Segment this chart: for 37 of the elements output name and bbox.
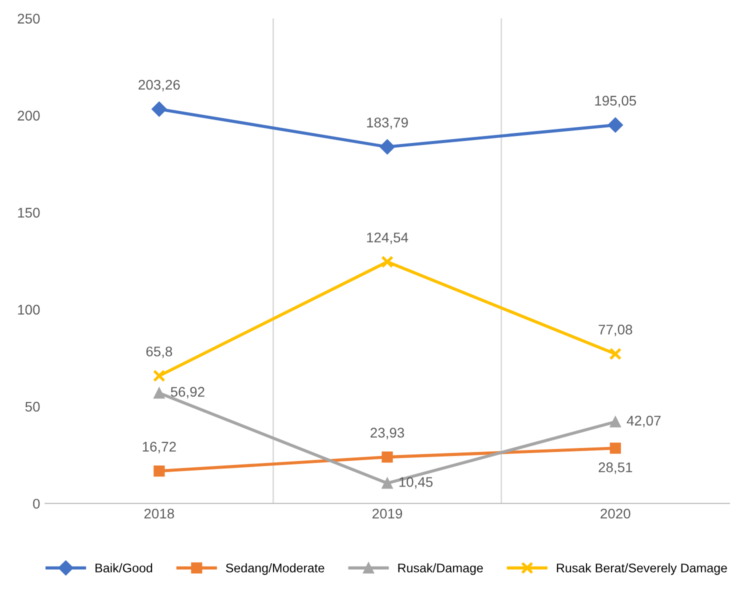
point bbox=[154, 387, 165, 399]
point bbox=[608, 117, 623, 133]
y-tick-label: 100 bbox=[18, 304, 40, 315]
point bbox=[382, 478, 393, 489]
y-tick-label: 0 bbox=[33, 498, 40, 509]
point bbox=[152, 370, 166, 382]
data-label: 10,45 bbox=[399, 477, 433, 489]
legend-label: Sedang/Moderate bbox=[226, 563, 324, 575]
data-label: 56,92 bbox=[170, 386, 204, 398]
data-label: 195,05 bbox=[595, 96, 636, 108]
x-tick-label: 2018 bbox=[144, 508, 174, 519]
legend-label: Baik/Good bbox=[96, 563, 152, 572]
point bbox=[152, 102, 167, 117]
data-label: 16,72 bbox=[142, 442, 176, 454]
data-label: 23,93 bbox=[370, 428, 404, 440]
data-label: 203,26 bbox=[138, 80, 180, 92]
point bbox=[609, 348, 622, 360]
legend-label: Rusak Berat/Severely Damage bbox=[556, 563, 727, 575]
point bbox=[380, 139, 395, 154]
x-tick-label: 2020 bbox=[600, 508, 630, 519]
data-label: 77,08 bbox=[598, 324, 632, 336]
point bbox=[154, 465, 165, 477]
data-label: 65,8 bbox=[146, 346, 172, 358]
point bbox=[382, 451, 393, 463]
legend-label: Rusak/Damage bbox=[398, 563, 483, 575]
data-label: 42,07 bbox=[626, 416, 661, 428]
y-tick-label: 250 bbox=[18, 14, 40, 24]
data-label: 183,79 bbox=[367, 118, 408, 130]
x-tick-label: 2019 bbox=[372, 508, 402, 519]
data-label: 28,51 bbox=[598, 462, 632, 474]
y-tick-label: 150 bbox=[18, 208, 40, 218]
data-label: 124,54 bbox=[367, 232, 408, 244]
point bbox=[381, 256, 394, 268]
y-tick-label: 50 bbox=[25, 402, 40, 412]
y-tick-label: 200 bbox=[18, 110, 40, 121]
point bbox=[610, 416, 621, 428]
point bbox=[610, 442, 621, 454]
